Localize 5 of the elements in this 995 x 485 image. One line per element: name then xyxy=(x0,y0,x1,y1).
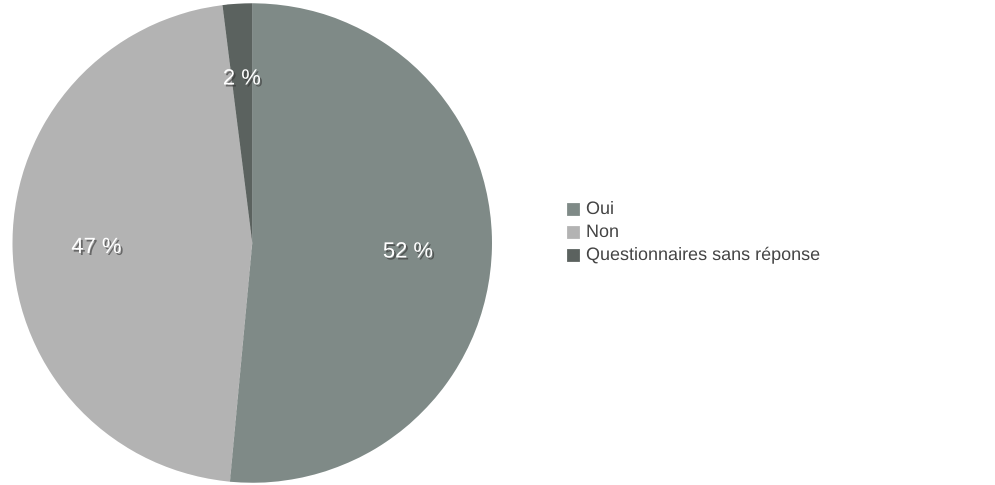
legend-label: Oui xyxy=(586,198,614,219)
legend-label: Questionnaires sans réponse xyxy=(586,244,820,265)
legend-label: Non xyxy=(586,221,620,242)
data-label: 47 % xyxy=(73,234,124,260)
data-label: 52 % xyxy=(384,240,435,265)
